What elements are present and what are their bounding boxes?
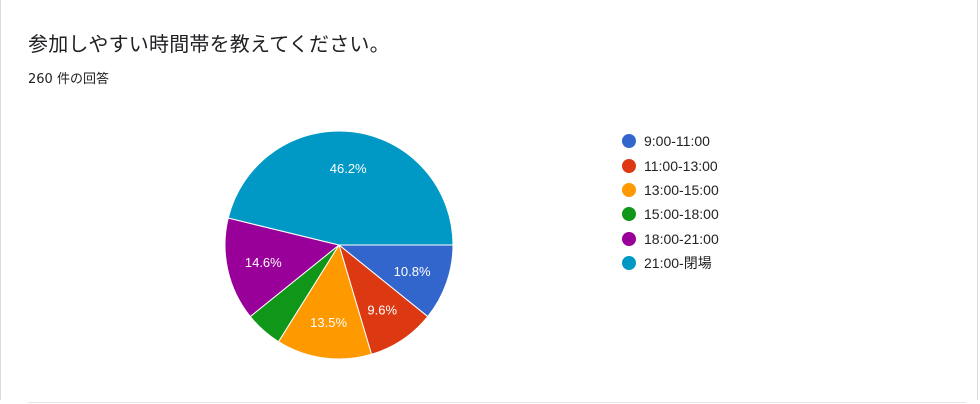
legend-label: 21:00-閉場 [644, 255, 712, 272]
legend-label: 15:00-18:00 [644, 206, 719, 223]
legend-item[interactable]: 13:00-15:00 [622, 178, 719, 202]
slice-percent-label: 46.2% [330, 161, 367, 176]
pie-slice[interactable] [227, 130, 454, 246]
legend-swatch [622, 231, 636, 246]
slice-percent-label: 10.8% [394, 264, 431, 279]
legend-label: 9:00-11:00 [644, 133, 710, 150]
legend-label: 13:00-15:00 [644, 181, 719, 198]
legend-item[interactable]: 11:00-13:00 [622, 153, 719, 177]
legend-item[interactable]: 9:00-11:00 [622, 129, 719, 153]
legend-swatch [622, 207, 636, 222]
legend-swatch [622, 182, 636, 197]
legend-swatch [622, 158, 636, 173]
legend-swatch [622, 256, 636, 271]
legend-item[interactable]: 15:00-18:00 [622, 202, 719, 226]
chart-legend: 9:00-11:00 11:00-13:00 13:00-15:00 15:00… [622, 129, 719, 275]
legend-label: 18:00-21:00 [644, 230, 719, 247]
question-title: 参加しやすい時間帯を教えてください。 [28, 32, 390, 56]
legend-swatch [622, 134, 636, 149]
pie-slice[interactable] [277, 243, 373, 360]
slice-percent-label: 13.5% [310, 315, 347, 330]
divider [28, 402, 966, 403]
legend-item[interactable]: 21:00-閉場 [622, 251, 719, 275]
pie-slice[interactable] [224, 217, 341, 318]
legend-label: 11:00-13:00 [644, 157, 718, 174]
slice-percent-label: 14.6% [245, 255, 282, 270]
response-count: 260 件の回答 [28, 72, 109, 87]
slice-percent-label: 9.6% [367, 302, 397, 317]
pie-slice[interactable] [337, 244, 454, 318]
legend-item[interactable]: 18:00-21:00 [622, 227, 719, 251]
